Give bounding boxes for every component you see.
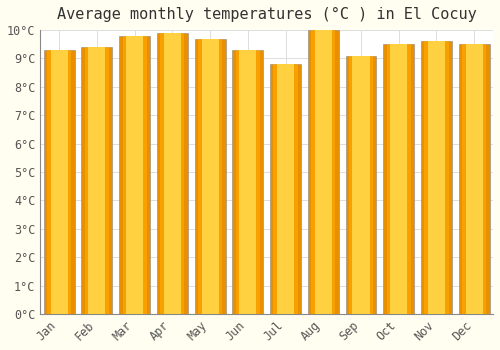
Bar — [88, 47, 106, 314]
Bar — [240, 50, 256, 314]
Bar — [236, 50, 260, 314]
Bar — [122, 36, 146, 314]
Bar — [277, 64, 294, 314]
Bar — [384, 44, 414, 314]
Bar — [198, 38, 222, 314]
Bar — [270, 64, 301, 314]
Bar — [421, 41, 452, 314]
Bar — [349, 56, 373, 314]
Bar — [466, 44, 482, 314]
Bar — [50, 50, 68, 314]
Title: Average monthly temperatures (°C ) in El Cocuy: Average monthly temperatures (°C ) in El… — [57, 7, 476, 22]
Bar — [202, 38, 218, 314]
Bar — [274, 64, 297, 314]
Bar — [311, 30, 336, 314]
Bar — [126, 36, 143, 314]
Bar — [119, 36, 150, 314]
Bar — [390, 44, 407, 314]
Bar — [160, 33, 184, 314]
Bar — [82, 47, 112, 314]
Bar — [462, 44, 486, 314]
Bar — [232, 50, 264, 314]
Bar — [164, 33, 181, 314]
Bar — [386, 44, 411, 314]
Bar — [194, 38, 226, 314]
Bar — [352, 56, 370, 314]
Bar — [47, 50, 71, 314]
Bar — [157, 33, 188, 314]
Bar — [44, 50, 74, 314]
Bar — [85, 47, 109, 314]
Bar — [308, 30, 338, 314]
Bar — [428, 41, 445, 314]
Bar — [346, 56, 376, 314]
Bar — [458, 44, 490, 314]
Bar — [424, 41, 448, 314]
Bar — [315, 30, 332, 314]
